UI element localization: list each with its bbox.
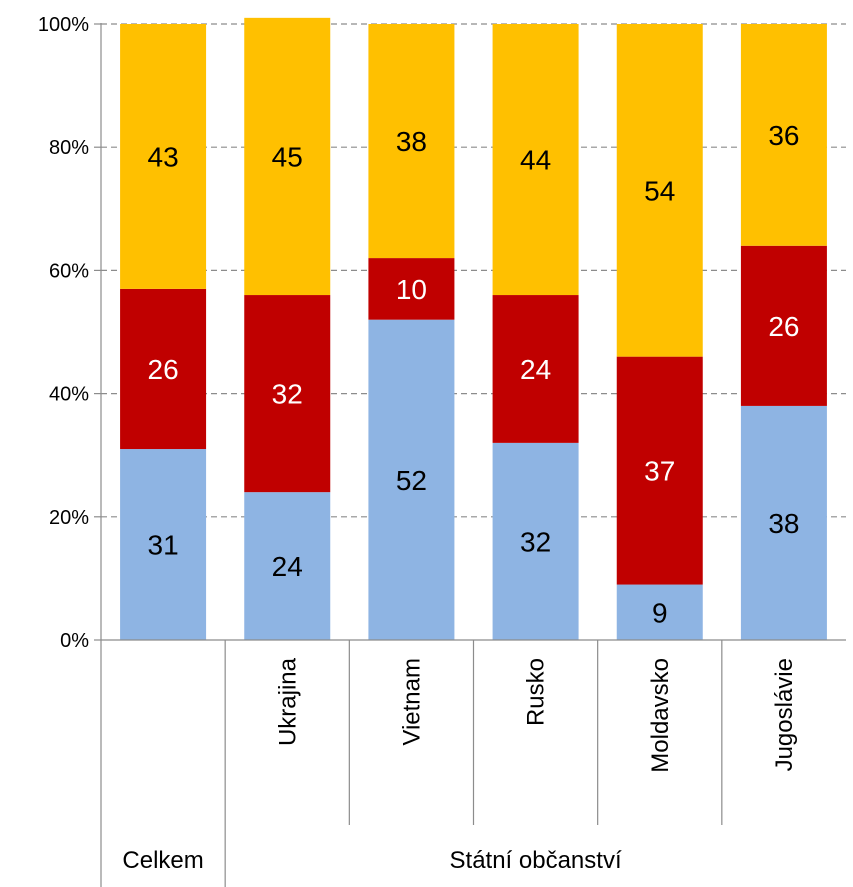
group-label: Státní občanství [450,847,622,874]
category-label: Rusko [523,658,550,726]
data-label: 32 [520,526,551,557]
bar-segment [616,356,703,585]
bar-segment [740,405,827,640]
y-tick-label: 60% [49,260,89,282]
data-label: 31 [148,530,179,561]
axes [100,23,846,887]
data-label: 26 [768,311,799,342]
gridlines [101,23,846,518]
bar-segment [120,449,207,640]
category-label: Jugoslávie [771,658,798,771]
bar-segment [244,492,331,640]
bar-segment [616,584,703,640]
bar-segment [368,24,455,259]
category-label: Ukrajina [274,657,301,746]
y-tick-label: 80% [49,137,89,159]
bar-segment [616,24,703,357]
y-tick-label: 20% [49,507,89,529]
group-labels: Celkem Státní občanství [122,847,622,874]
data-label: 24 [272,551,303,582]
category-label: Moldavsko [647,658,674,773]
y-axis-ticks: 0% 20% 40% 60% 80% 100% [38,14,101,652]
data-label: 43 [148,141,179,172]
y-tick-label: 40% [49,384,89,406]
data-label: 9 [652,597,668,628]
data-label: 24 [520,354,551,385]
data-label: 38 [768,508,799,539]
bars [120,17,827,640]
bar-segment [740,245,827,406]
bar-segment [368,258,455,320]
bar-segment [120,24,207,289]
bar-segment [740,24,827,246]
data-label: 26 [148,354,179,385]
bar-segment [244,17,331,296]
y-tick-label: 100% [38,14,89,36]
data-label: 44 [520,145,551,176]
y-tick-label: 0% [60,630,89,652]
bar-segment [244,295,331,493]
data-label: 37 [644,456,675,487]
category-label: Vietnam [398,658,425,746]
category-labels: Ukrajina Vietnam Rusko Moldavsko Jugoslávie [274,657,798,772]
bar-segment [492,442,579,640]
data-labels: 31 26 43 24 32 45 52 10 38 32 24 44 9 37 54 38 26 36 [148,120,800,628]
bar-segment [368,319,455,640]
bar-segment [492,24,579,296]
bar-segment [492,295,579,443]
data-label: 45 [272,141,303,172]
bar-segment [120,288,207,450]
data-label: 38 [396,126,427,157]
data-label: 36 [768,120,799,151]
group-label: Celkem [122,847,203,874]
data-label: 10 [396,274,427,305]
data-label: 52 [396,465,427,496]
data-label: 32 [272,379,303,410]
data-label: 54 [644,175,675,206]
